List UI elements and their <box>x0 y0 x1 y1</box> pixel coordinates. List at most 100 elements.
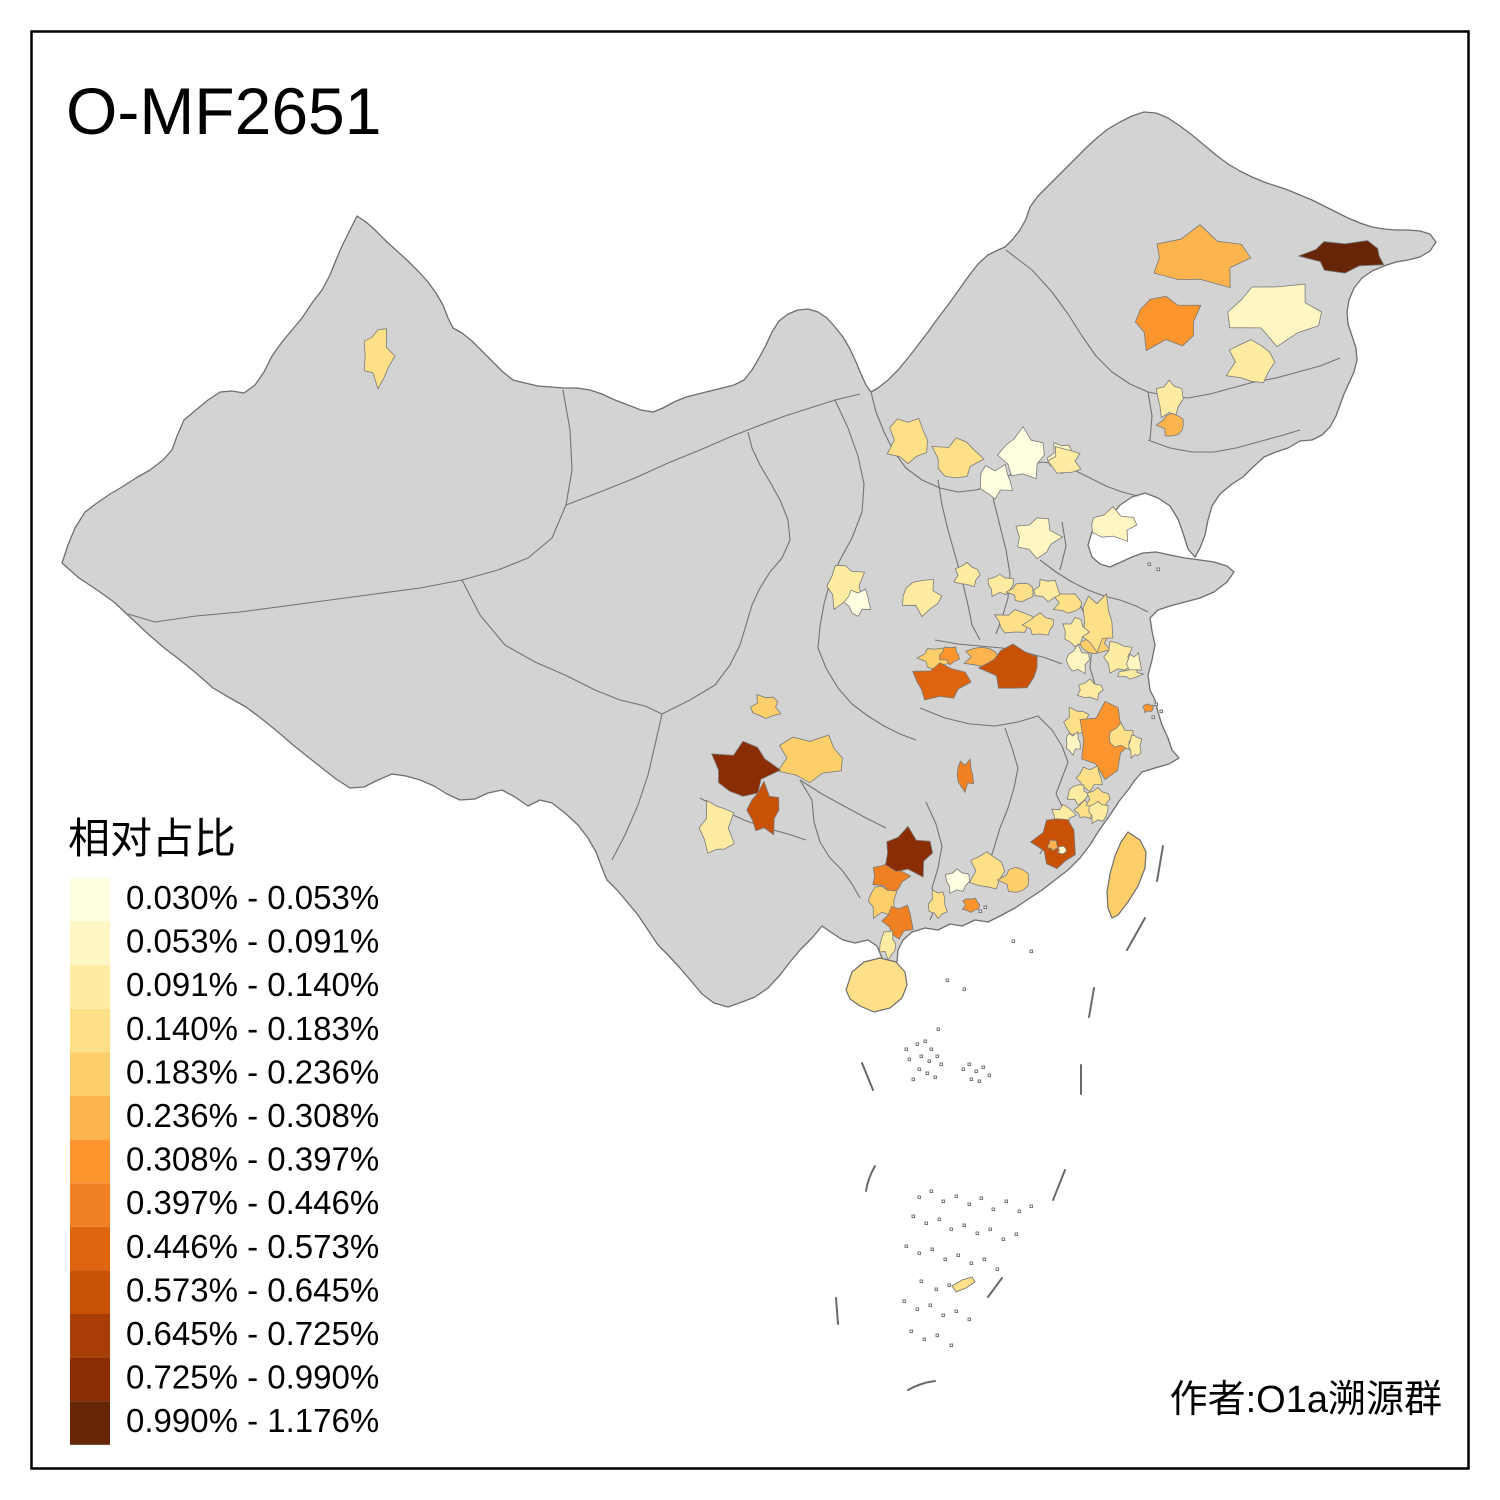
island-dot <box>904 1244 909 1249</box>
legend-label: 0.030% - 0.053% <box>126 879 379 916</box>
island-dot <box>991 1207 996 1212</box>
legend-label: 0.140% - 0.183% <box>126 1010 379 1047</box>
region <box>987 573 1014 598</box>
region <box>956 758 975 794</box>
island-dot <box>1151 715 1156 720</box>
legend-swatch <box>70 1008 110 1053</box>
island-dot <box>967 1202 972 1207</box>
island-dot <box>947 1283 952 1288</box>
island-dot <box>941 1313 946 1318</box>
region <box>363 328 396 390</box>
choropleth-regions <box>363 224 1385 962</box>
island-dot <box>969 1077 974 1082</box>
attribution-text: 作者:O1a溯源群 <box>1170 1379 1442 1421</box>
island-dot <box>923 1039 928 1044</box>
island-dot <box>934 1287 939 1292</box>
region <box>945 868 971 894</box>
region <box>912 662 972 701</box>
region <box>961 897 981 913</box>
island-dot <box>919 1279 924 1284</box>
region <box>1108 721 1134 751</box>
legend-title: 相对占比 <box>68 815 236 862</box>
island-dot <box>907 1057 912 1062</box>
legend-swatch <box>70 1401 110 1445</box>
region <box>1021 612 1054 636</box>
region <box>1005 582 1034 603</box>
island-dot <box>929 1047 934 1052</box>
legend-label: 0.397% - 0.446% <box>126 1184 379 1221</box>
island-dot <box>975 1231 980 1236</box>
island-dot <box>943 1257 948 1262</box>
region <box>698 799 735 854</box>
island-dot <box>945 978 950 983</box>
island-dot <box>1154 702 1159 707</box>
region <box>777 734 843 784</box>
island-dot <box>1004 1199 1009 1204</box>
region <box>843 588 872 617</box>
island-dot <box>977 1079 982 1084</box>
island-dot <box>995 1267 1000 1272</box>
legend-swatch <box>70 1183 110 1227</box>
island-dot <box>917 1195 922 1200</box>
island-dot <box>927 1059 932 1064</box>
island-dot <box>933 1075 938 1080</box>
region <box>1088 800 1109 825</box>
region <box>1153 224 1252 289</box>
region <box>1081 592 1114 654</box>
island-dot <box>922 1337 927 1342</box>
island-dot <box>925 1071 930 1076</box>
legend-swatch <box>70 965 110 1009</box>
region <box>1091 506 1138 542</box>
legend-swatch <box>70 921 110 966</box>
island-dot <box>924 1221 929 1226</box>
island-dot <box>974 1069 979 1074</box>
legend: 相对占比 0.030% - 0.053% 0.053% - 0.091% 0.091… <box>68 815 379 1445</box>
island-dot <box>1159 709 1164 714</box>
island-dot <box>919 1054 924 1059</box>
region <box>1155 412 1184 437</box>
island-dot <box>949 1343 954 1348</box>
region <box>1066 730 1081 757</box>
island-dot <box>962 987 967 992</box>
island-dot <box>917 1067 922 1072</box>
region <box>1076 678 1104 701</box>
legend-swatch <box>70 1052 110 1096</box>
region <box>749 693 782 720</box>
island-dot <box>928 1303 933 1308</box>
region <box>997 425 1045 480</box>
page-title: O-MF2651 <box>66 74 381 148</box>
island-dot <box>981 1065 986 1070</box>
region <box>902 578 943 618</box>
legend-label: 0.446% - 0.573% <box>126 1228 379 1265</box>
island-dot <box>911 1214 916 1219</box>
region <box>886 417 928 465</box>
legend-swatch <box>70 1226 110 1271</box>
legend-label: 0.645% - 0.725% <box>126 1315 379 1352</box>
legend-label: 0.183% - 0.236% <box>126 1053 379 1090</box>
region <box>1103 640 1133 674</box>
island-dot <box>1011 939 1016 944</box>
island-dot <box>982 1257 987 1262</box>
region <box>1227 283 1323 348</box>
island-dot <box>967 1062 972 1067</box>
island-dot <box>1156 567 1161 572</box>
legend-label: 0.725% - 0.990% <box>126 1359 379 1396</box>
island-dot <box>904 1047 909 1052</box>
island-dot <box>1029 1204 1034 1209</box>
region <box>953 561 981 588</box>
island-dot <box>1001 1237 1006 1242</box>
region <box>879 930 897 962</box>
region <box>1225 339 1276 384</box>
region <box>746 780 780 836</box>
legend-swatch <box>70 1096 110 1140</box>
legend-swatch <box>70 878 110 922</box>
legend-label: 0.091% - 0.140% <box>126 966 379 1003</box>
legend-label: 0.573% - 0.645% <box>126 1271 379 1308</box>
plot-frame <box>30 30 1470 1470</box>
island-dot <box>1014 1232 1019 1237</box>
region <box>1142 703 1155 714</box>
legend-label: 0.990% - 1.176% <box>126 1402 379 1439</box>
island-dot <box>909 1329 914 1334</box>
region <box>979 463 1014 500</box>
island-dot <box>929 1189 934 1194</box>
